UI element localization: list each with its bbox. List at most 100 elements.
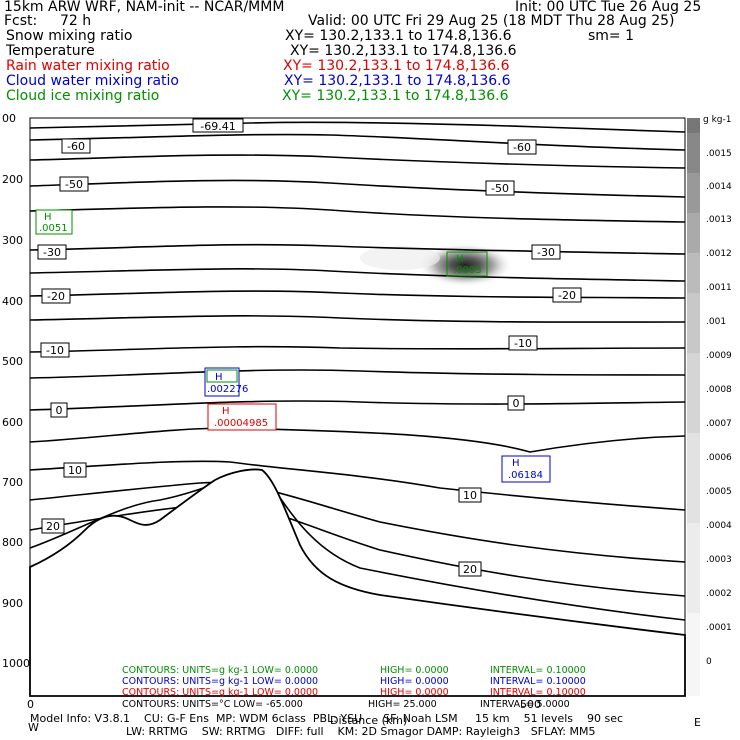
contour-info-temperature: CONTOURS: UNITS=°C LOW= -65.000 — [122, 699, 303, 710]
snow-faint-shading — [360, 246, 440, 270]
terrain-profile — [29, 468, 686, 697]
contour-info-rain-interval: INTERVAL= 0.10000 — [490, 687, 586, 698]
contour-label-minus10-right: -10 — [514, 337, 532, 350]
field-xy-rain: XY= 130.2,133.1 to 174.8,136.6 — [283, 58, 510, 74]
x-axis: 0 500 Distance (km) — [27, 698, 541, 727]
ice-high-center-value: .0003 — [453, 265, 482, 276]
contour-label-minus30-right: -30 — [537, 246, 555, 259]
cbar-tick-0009: .0009 — [706, 351, 732, 361]
contour-label-minus50-left: -50 — [65, 178, 83, 191]
field-name-cloud-water: Cloud water mixing ratio — [6, 73, 179, 89]
contour-info-ice-interval: INTERVAL= 0.10000 — [490, 665, 586, 676]
cbar-tick-0015: .0015 — [706, 149, 732, 159]
contour-info-cloud-water-interval: INTERVAL= 0.10000 — [490, 676, 586, 687]
contour-label-minus50-right: -50 — [491, 182, 509, 195]
valid-time: Valid: 00 UTC Fri 29 Aug 25 (18 MDT Thu … — [308, 13, 675, 29]
field-xy-snow: XY= 130.2,133.1 to 174.8,136.6 — [285, 28, 512, 44]
colorbar-ticks: .0015 .0014 .0013 .0012 .0011 .001 .0009… — [706, 149, 732, 667]
y-tick-900: 900 — [2, 597, 23, 610]
field-xy-cloud-ice: XY= 130.2,133.1 to 174.8,136.6 — [282, 88, 509, 104]
y-tick-600: 600 — [2, 416, 23, 429]
high-markers: H .0051 H .0003 H .002276 H .00004985 H … — [35, 209, 551, 483]
cbar-tick-0004: .0004 — [706, 521, 732, 531]
cloud-water-high-right-letter: H — [512, 458, 520, 469]
y-tick-200: 200 — [2, 173, 23, 186]
y-tick-100: 00 — [2, 112, 16, 125]
cloud-water-high-value: .002276 — [207, 384, 248, 395]
cbar-tick-0: 0 — [706, 657, 712, 667]
contour-label-min-temp: -69.41 — [200, 120, 235, 133]
contour-label-minus20-left: -20 — [47, 290, 65, 303]
y-tick-300: 300 — [2, 234, 23, 247]
contour-info-temperature-interval: INTERVAL= 5.0000 — [480, 699, 570, 710]
forecast-hours: 72 h — [60, 13, 92, 29]
cloud-water-high-right-value: .06184 — [508, 470, 543, 481]
y-axis: 00 200 300 400 500 600 700 800 900 1000 — [2, 112, 30, 670]
contour-label-10-left: 10 — [68, 464, 82, 477]
cbar-tick-0008: .0008 — [706, 385, 732, 395]
init-time: Init: 00 UTC Tue 26 Aug 25 — [515, 0, 702, 15]
x-axis-label: Distance (km) — [330, 714, 407, 727]
x-tick-0: 0 — [27, 698, 34, 711]
contour-label-20-right: 20 — [463, 563, 477, 576]
contour-info-rain-high: HIGH= 0.0000 — [380, 687, 449, 698]
colorbar: g kg-1 — [687, 115, 731, 696]
contour-label-minus20-right: -20 — [558, 289, 576, 302]
forecast-label: Fcst: — [4, 13, 38, 29]
cbar-tick-0013: .0013 — [706, 215, 732, 225]
west-marker: W — [28, 721, 39, 734]
y-tick-700: 700 — [2, 476, 23, 489]
y-tick-500: 500 — [2, 355, 23, 368]
model-info-line2: LW: RRTMG SW: RRTMG DIFF: full KM: 2D Sm… — [126, 725, 596, 738]
cbar-tick-0005: .0005 — [706, 487, 732, 497]
contour-info-temperature-high: HIGH= 25.000 — [368, 699, 437, 710]
cloud-water-high-letter: H — [215, 372, 223, 383]
contour-label-0-left: 0 — [56, 404, 63, 417]
east-marker: E — [694, 716, 701, 729]
x-tick-500: 500 — [520, 698, 541, 711]
cbar-tick-0012: .0012 — [706, 249, 732, 259]
cbar-tick-001: .001 — [706, 317, 726, 327]
field-xy-cloud-water: XY= 130.2,133.1 to 174.8,136.6 — [284, 73, 511, 89]
cbar-tick-0014: .0014 — [706, 182, 732, 192]
field-smoothing: sm= 1 — [588, 28, 635, 44]
field-name-snow: Snow mixing ratio — [6, 28, 133, 44]
field-xy-temperature: XY= 130.2,133.1 to 174.8,136.6 — [290, 43, 517, 59]
contour-info-rain: CONTOURS: UNITS=g kg-1 LOW= 0.0000 — [122, 687, 318, 698]
y-tick-400: 400 — [2, 295, 23, 308]
contour-label-0-right: 0 — [513, 397, 520, 410]
field-name-temperature: Temperature — [6, 43, 95, 59]
cbar-tick-0007: .0007 — [706, 419, 732, 429]
contour-label-20-left: 20 — [46, 520, 60, 533]
ice-high-center-letter: H — [456, 254, 464, 265]
contour-info-ice-high: HIGH= 0.0000 — [380, 665, 449, 676]
contour-info-cloud-water: CONTOURS: UNITS=g kg-1 LOW= 0.0000 — [122, 676, 318, 687]
contour-info-ice: CONTOURS: UNITS=g kg-1 LOW= 0.0000 — [122, 665, 318, 676]
rain-high-letter: H — [222, 406, 230, 417]
cbar-tick-0011: .0011 — [706, 283, 732, 293]
colorbar-unit: g kg-1 — [703, 115, 731, 125]
y-tick-1000: 1000 — [2, 657, 30, 670]
contour-label-minus60-left: -60 — [67, 140, 85, 153]
model-title: 15km ARW WRF, NAM-init -- NCAR/MMM — [4, 0, 285, 15]
contour-info: CONTOURS: UNITS=g kg-1 LOW= 0.0000 HIGH=… — [122, 665, 586, 710]
y-tick-800: 800 — [2, 536, 23, 549]
cbar-tick-0003: .0003 — [706, 555, 732, 565]
contour-label-10-right: 10 — [463, 489, 477, 502]
contour-info-cloud-water-high: HIGH= 0.0000 — [380, 676, 449, 687]
contour-label-minus30-left: -30 — [43, 246, 61, 259]
cbar-tick-0001: .0001 — [706, 623, 732, 633]
cbar-tick-0002: .0002 — [706, 589, 732, 599]
contour-label-minus10-left: -10 — [46, 344, 64, 357]
cbar-tick-0006: .0006 — [706, 453, 732, 463]
contour-labels: -60 -50 -30 -20 -10 0 10 20 -60 -50 -30 … — [37, 118, 582, 577]
ice-high-left-letter: H — [44, 212, 52, 223]
isotherms — [29, 121, 686, 621]
field-name-rain: Rain water mixing ratio — [6, 58, 170, 74]
rain-high-value: .00004985 — [214, 418, 268, 429]
contour-label-minus60-right: -60 — [513, 141, 531, 154]
field-name-cloud-ice: Cloud ice mixing ratio — [6, 88, 160, 104]
ice-high-left-value: .0051 — [39, 223, 68, 234]
model-info-line1: Model Info: V3.8.1 CU: G-F Ens MP: WDM 6… — [30, 712, 624, 725]
